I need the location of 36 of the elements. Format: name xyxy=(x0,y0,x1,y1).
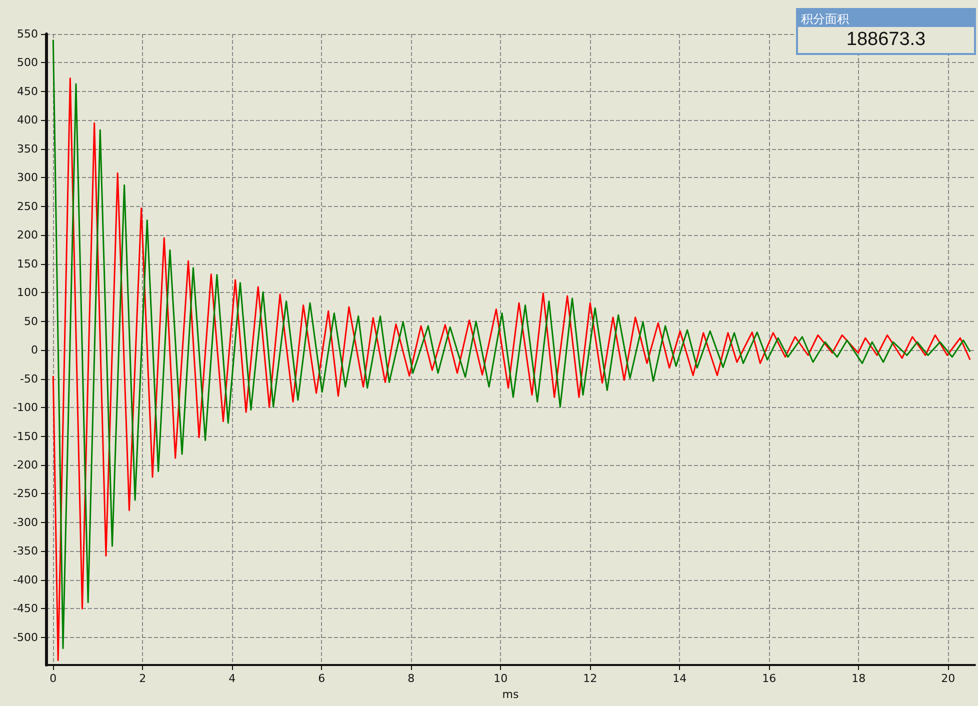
readout-panel: 积分面积 188673.3 xyxy=(796,8,976,55)
x-tick-label: 2 xyxy=(139,672,146,685)
y-tick-label: 100 xyxy=(17,286,38,300)
y-tick-label: 150 xyxy=(17,257,38,270)
x-tick-label: 8 xyxy=(408,672,415,685)
x-tick-label: 6 xyxy=(318,672,326,685)
x-tick-label: 0 xyxy=(50,672,57,685)
y-tick-label: -450 xyxy=(13,602,38,616)
y-tick-label: 550 xyxy=(17,28,38,40)
y-tick-label: -150 xyxy=(13,430,38,443)
y-tick-label: -250 xyxy=(13,487,38,500)
y-tick-label: 450 xyxy=(17,84,38,98)
y-tick-label: 50 xyxy=(24,314,38,328)
y-tick-label: 400 xyxy=(17,114,38,127)
y-tick-label: 0 xyxy=(31,344,38,357)
x-tick-label: 16 xyxy=(762,672,776,685)
x-tick-label: 18 xyxy=(852,672,866,685)
y-tick-label: 500 xyxy=(17,56,38,70)
annotation: 188673.3 xyxy=(845,28,927,52)
y-tick-label: -200 xyxy=(13,458,38,472)
y-tick-label: 350 xyxy=(17,142,38,156)
x-tick-label: 12 xyxy=(583,672,598,685)
y-tick-label: -350 xyxy=(13,544,38,558)
y-tick-label: -100 xyxy=(13,401,38,414)
x-axis-title: ms xyxy=(502,688,519,701)
y-tick-label: 250 xyxy=(17,200,38,213)
y-tick-label: -300 xyxy=(13,516,38,529)
x-tick-label: 20 xyxy=(941,672,956,685)
x-tick-label: 14 xyxy=(672,672,687,685)
y-tick-label: 300 xyxy=(17,171,38,184)
y-tick-label: -400 xyxy=(13,573,38,586)
y-tick-label: -50 xyxy=(20,372,38,386)
y-tick-label: 200 xyxy=(17,228,38,242)
y-tick-label: -500 xyxy=(13,630,38,644)
x-tick-label: 10 xyxy=(494,672,508,685)
x-tick-label: 4 xyxy=(228,672,236,685)
